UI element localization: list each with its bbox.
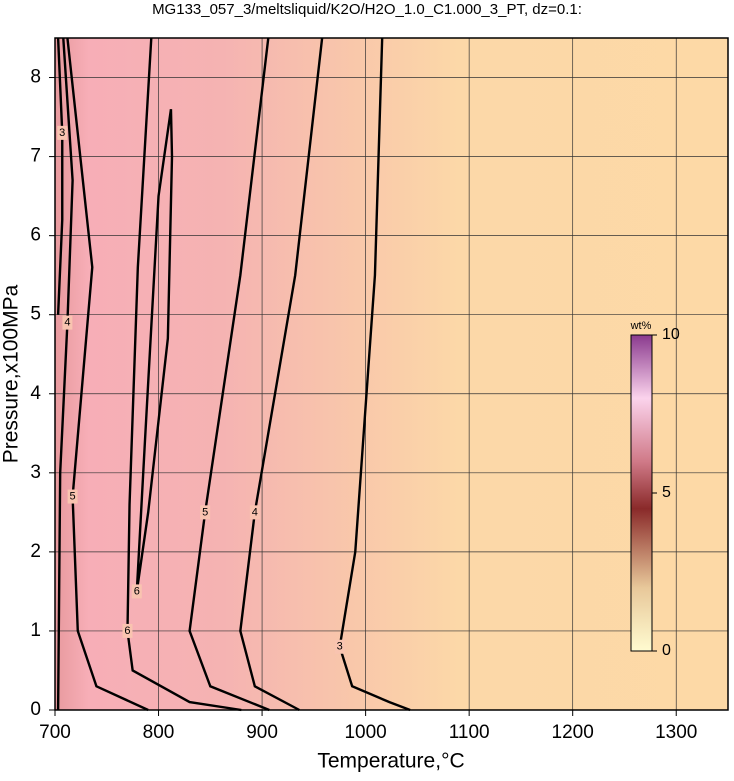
x-tick-label: 900: [246, 722, 278, 743]
colorbar-label: wt%: [630, 320, 652, 332]
contour-line: [239, 37, 324, 712]
x-tick-label: 1300: [655, 722, 697, 743]
colorbar-tick-label: 0: [662, 642, 671, 659]
x-tick-label: 1000: [344, 722, 386, 743]
contour-line: [188, 37, 270, 712]
contour-label-bg: [67, 489, 78, 504]
contour-label-bg: [122, 623, 133, 638]
y-tick-label: 2: [30, 541, 41, 562]
contour-label: 6: [124, 625, 130, 637]
contour-label: 6: [134, 585, 140, 597]
contour-label: 3: [59, 127, 65, 139]
contour-line: [135, 108, 174, 592]
contour-label: 4: [64, 317, 70, 329]
contour-label: 5: [202, 506, 208, 518]
colorbar-tick-label: 10: [662, 326, 680, 343]
contour-label-bg: [200, 505, 211, 520]
contour-label-bg: [62, 315, 73, 330]
contour-label-bg: [334, 639, 345, 654]
contour-fill: [55, 38, 728, 710]
y-tick-label: 5: [30, 304, 41, 325]
x-tick-label: 1200: [552, 722, 594, 743]
plot-frame: [54, 37, 729, 711]
contour-label: 5: [70, 490, 76, 502]
contour-label: 3: [337, 641, 343, 653]
x-tick-label: 1100: [449, 722, 490, 743]
colorbar: [630, 334, 653, 652]
x-tick-label: 700: [39, 722, 71, 743]
contour-label-bg: [57, 125, 68, 140]
y-tick-label: 7: [30, 146, 41, 167]
colorbar-tick-label: 5: [662, 484, 671, 501]
contour-line: [66, 37, 149, 712]
contour-label: 4: [252, 506, 258, 518]
contour-label-bg: [249, 505, 260, 520]
y-axis-label: Pressure,x100MPa: [0, 284, 23, 463]
y-tick-label: 1: [30, 620, 41, 641]
y-tick-label: 0: [30, 699, 41, 720]
contour-label-bg: [131, 584, 142, 599]
y-tick-label: 4: [30, 383, 41, 404]
x-tick-label: 800: [143, 722, 175, 743]
x-axis-label: Temperature,°C: [317, 750, 464, 773]
contour-line: [56, 37, 64, 315]
y-tick-label: 6: [30, 225, 41, 246]
y-tick-label: 3: [30, 462, 41, 483]
y-tick-label: 8: [30, 67, 41, 88]
chart-title: MG133_057_3/meltsliquid/K2O/H2O_1.0_C1.0…: [152, 1, 582, 18]
